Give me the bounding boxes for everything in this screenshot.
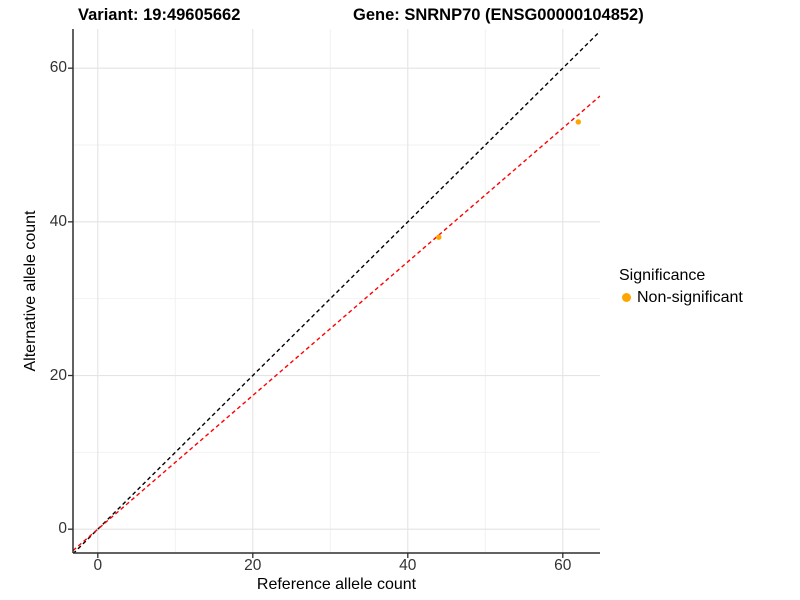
plot-title-gene: Gene: SNRNP70 (ENSG00000104852) <box>353 6 644 24</box>
legend-item-label: Non-significant <box>637 289 743 306</box>
data-point <box>575 119 581 125</box>
data-point <box>436 234 442 240</box>
x-axis-title: Reference allele count <box>256 576 417 593</box>
y-tick-label: 40 <box>49 212 67 230</box>
identity-line <box>73 30 600 553</box>
x-tick-label: 0 <box>93 557 103 574</box>
legend-item: Non-significant <box>619 288 743 307</box>
plot-title-variant: Variant: 19:49605662 <box>78 6 241 24</box>
y-tick-label: 20 <box>49 366 67 384</box>
y-axis-title: Alternative allele count <box>22 210 39 372</box>
y-tick-label: 60 <box>49 59 67 77</box>
x-tick-label: 60 <box>554 557 572 574</box>
legend-title: Significance <box>619 267 706 284</box>
legend-point-icon <box>622 293 631 302</box>
x-tick-label: 20 <box>244 557 262 574</box>
y-tick-label: 0 <box>58 520 67 538</box>
x-tick-label: 40 <box>399 557 417 574</box>
fit-line <box>73 95 600 552</box>
legend: Significance Non-significant <box>619 266 743 307</box>
